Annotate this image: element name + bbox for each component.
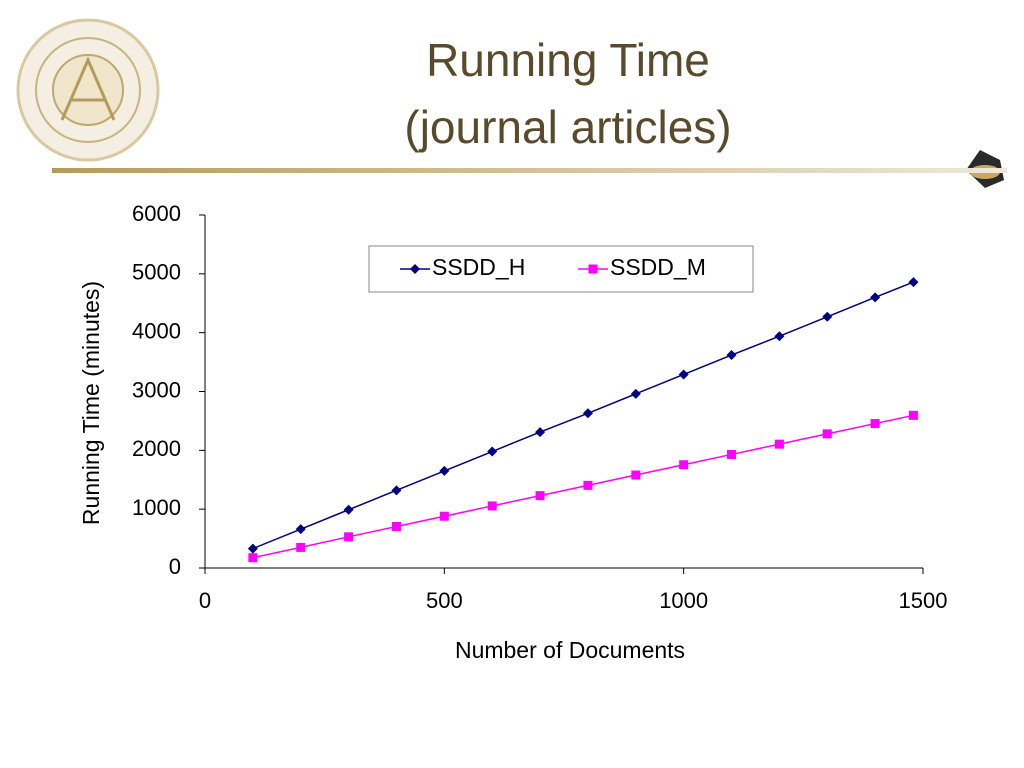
marker <box>774 439 784 449</box>
marker <box>870 292 881 303</box>
marker <box>391 522 401 532</box>
marker <box>487 501 497 511</box>
legend-box <box>368 245 754 293</box>
marker <box>822 311 833 322</box>
slide-subtitle: (journal articles) <box>404 101 731 153</box>
marker <box>439 511 449 521</box>
marker <box>439 465 450 476</box>
y-axis-title: Running Time (minutes) <box>78 281 104 525</box>
title-rule <box>52 168 1007 173</box>
marker <box>822 429 832 439</box>
marker <box>726 350 737 361</box>
marker <box>679 460 689 470</box>
marker <box>774 331 785 342</box>
marker <box>908 410 918 420</box>
marker <box>535 491 545 501</box>
marker <box>588 264 598 274</box>
legend-label: SSDD_M <box>610 254 706 280</box>
marker <box>295 524 306 535</box>
marker <box>727 449 737 459</box>
x-tick-label: 1000 <box>659 588 708 613</box>
marker <box>583 480 593 490</box>
marker <box>678 369 689 380</box>
y-tick-label: 0 <box>169 554 181 579</box>
marker <box>344 532 354 542</box>
x-tick-label: 500 <box>426 588 463 613</box>
marker <box>908 277 919 288</box>
marker <box>487 446 498 457</box>
seal-logo <box>16 18 160 162</box>
x-tick-label: 0 <box>199 588 211 613</box>
y-tick-label: 5000 <box>132 260 181 285</box>
y-tick-label: 2000 <box>132 436 181 461</box>
y-tick-label: 6000 <box>132 201 181 226</box>
marker <box>296 542 306 552</box>
marker <box>248 553 258 563</box>
marker <box>582 408 593 419</box>
marker <box>630 388 641 399</box>
slide-title: Running Time <box>426 34 710 86</box>
marker <box>535 427 546 438</box>
legend-label: SSDD_H <box>432 254 525 280</box>
x-axis-title: Number of Documents <box>455 637 685 663</box>
y-tick-label: 4000 <box>132 318 181 343</box>
marker <box>410 264 420 274</box>
marker <box>870 419 880 429</box>
y-tick-label: 3000 <box>132 377 181 402</box>
marker <box>391 485 402 496</box>
marker <box>631 470 641 480</box>
x-tick-label: 1500 <box>899 588 948 613</box>
y-tick-label: 1000 <box>132 495 181 520</box>
marker <box>247 543 258 554</box>
marker <box>343 504 354 515</box>
